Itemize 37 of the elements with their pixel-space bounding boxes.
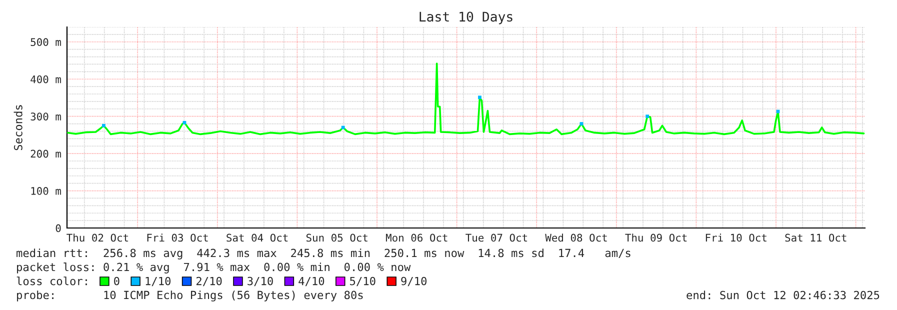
x-tick-label: Sat 11 Oct [785, 234, 846, 242]
legend-label: 9/10 [401, 276, 427, 286]
text: median rtt: 256.8 ms avg 442.3 ms max 245.8 ms min 250.1 ms now 14.8 ms sd 17.4 am/s [16, 248, 630, 260]
point [102, 124, 106, 128]
point [341, 126, 345, 130]
y-tick-label: 500 m [30, 38, 61, 46]
x-tick-label: Wed 08 Oct [545, 234, 607, 242]
text: end: Sun Oct 12 02:46:33 2025 [686, 290, 880, 300]
y-tick-label: 300 m [30, 112, 61, 120]
x-tick-label: Tue 07 Oct [466, 234, 528, 242]
y-tick-label: 400 m [30, 75, 61, 84]
y-tick-label: 100 m [31, 187, 61, 195]
point [478, 96, 482, 100]
text: packet loss: 0.21 % avg 7.91 % max 0.00 % min 0.00 % now [17, 262, 411, 274]
y-tick-label: 200 m [30, 150, 61, 158]
point [646, 114, 650, 118]
x-tick-label: Thu 09 Oct [625, 234, 687, 242]
point [182, 120, 186, 124]
line-series [67, 62, 865, 136]
chart-title: Last 10 Days [420, 12, 512, 24]
x-tick-label: Sat 04 Oct [226, 234, 288, 242]
point [580, 122, 584, 126]
legend-label: 1/10 [146, 276, 171, 286]
x-tick-label: Mon 06 Oct [386, 234, 448, 242]
legend-label: 5/10 [350, 276, 376, 286]
x-tick-label: Thu 02 Oct [66, 234, 128, 242]
legend-label: 4/10 [298, 276, 324, 286]
x-tick-label: Fri 03 Oct [147, 234, 208, 242]
legend-label: 2/10 [196, 276, 222, 286]
legend-label: 0 [114, 276, 120, 286]
legend-label: 3/10 [248, 276, 273, 286]
legend-title: loss color: [16, 276, 87, 286]
text: probe: 10 ICMP Echo Pings (56 Bytes) every 80s [17, 290, 363, 302]
x-tick-label: Fri 10 Oct [706, 234, 766, 242]
y-tick-label: 0 [56, 224, 61, 232]
y-axis-title: Seconds [14, 105, 22, 150]
x-tick-label: Sun 05 Oct [306, 234, 368, 242]
